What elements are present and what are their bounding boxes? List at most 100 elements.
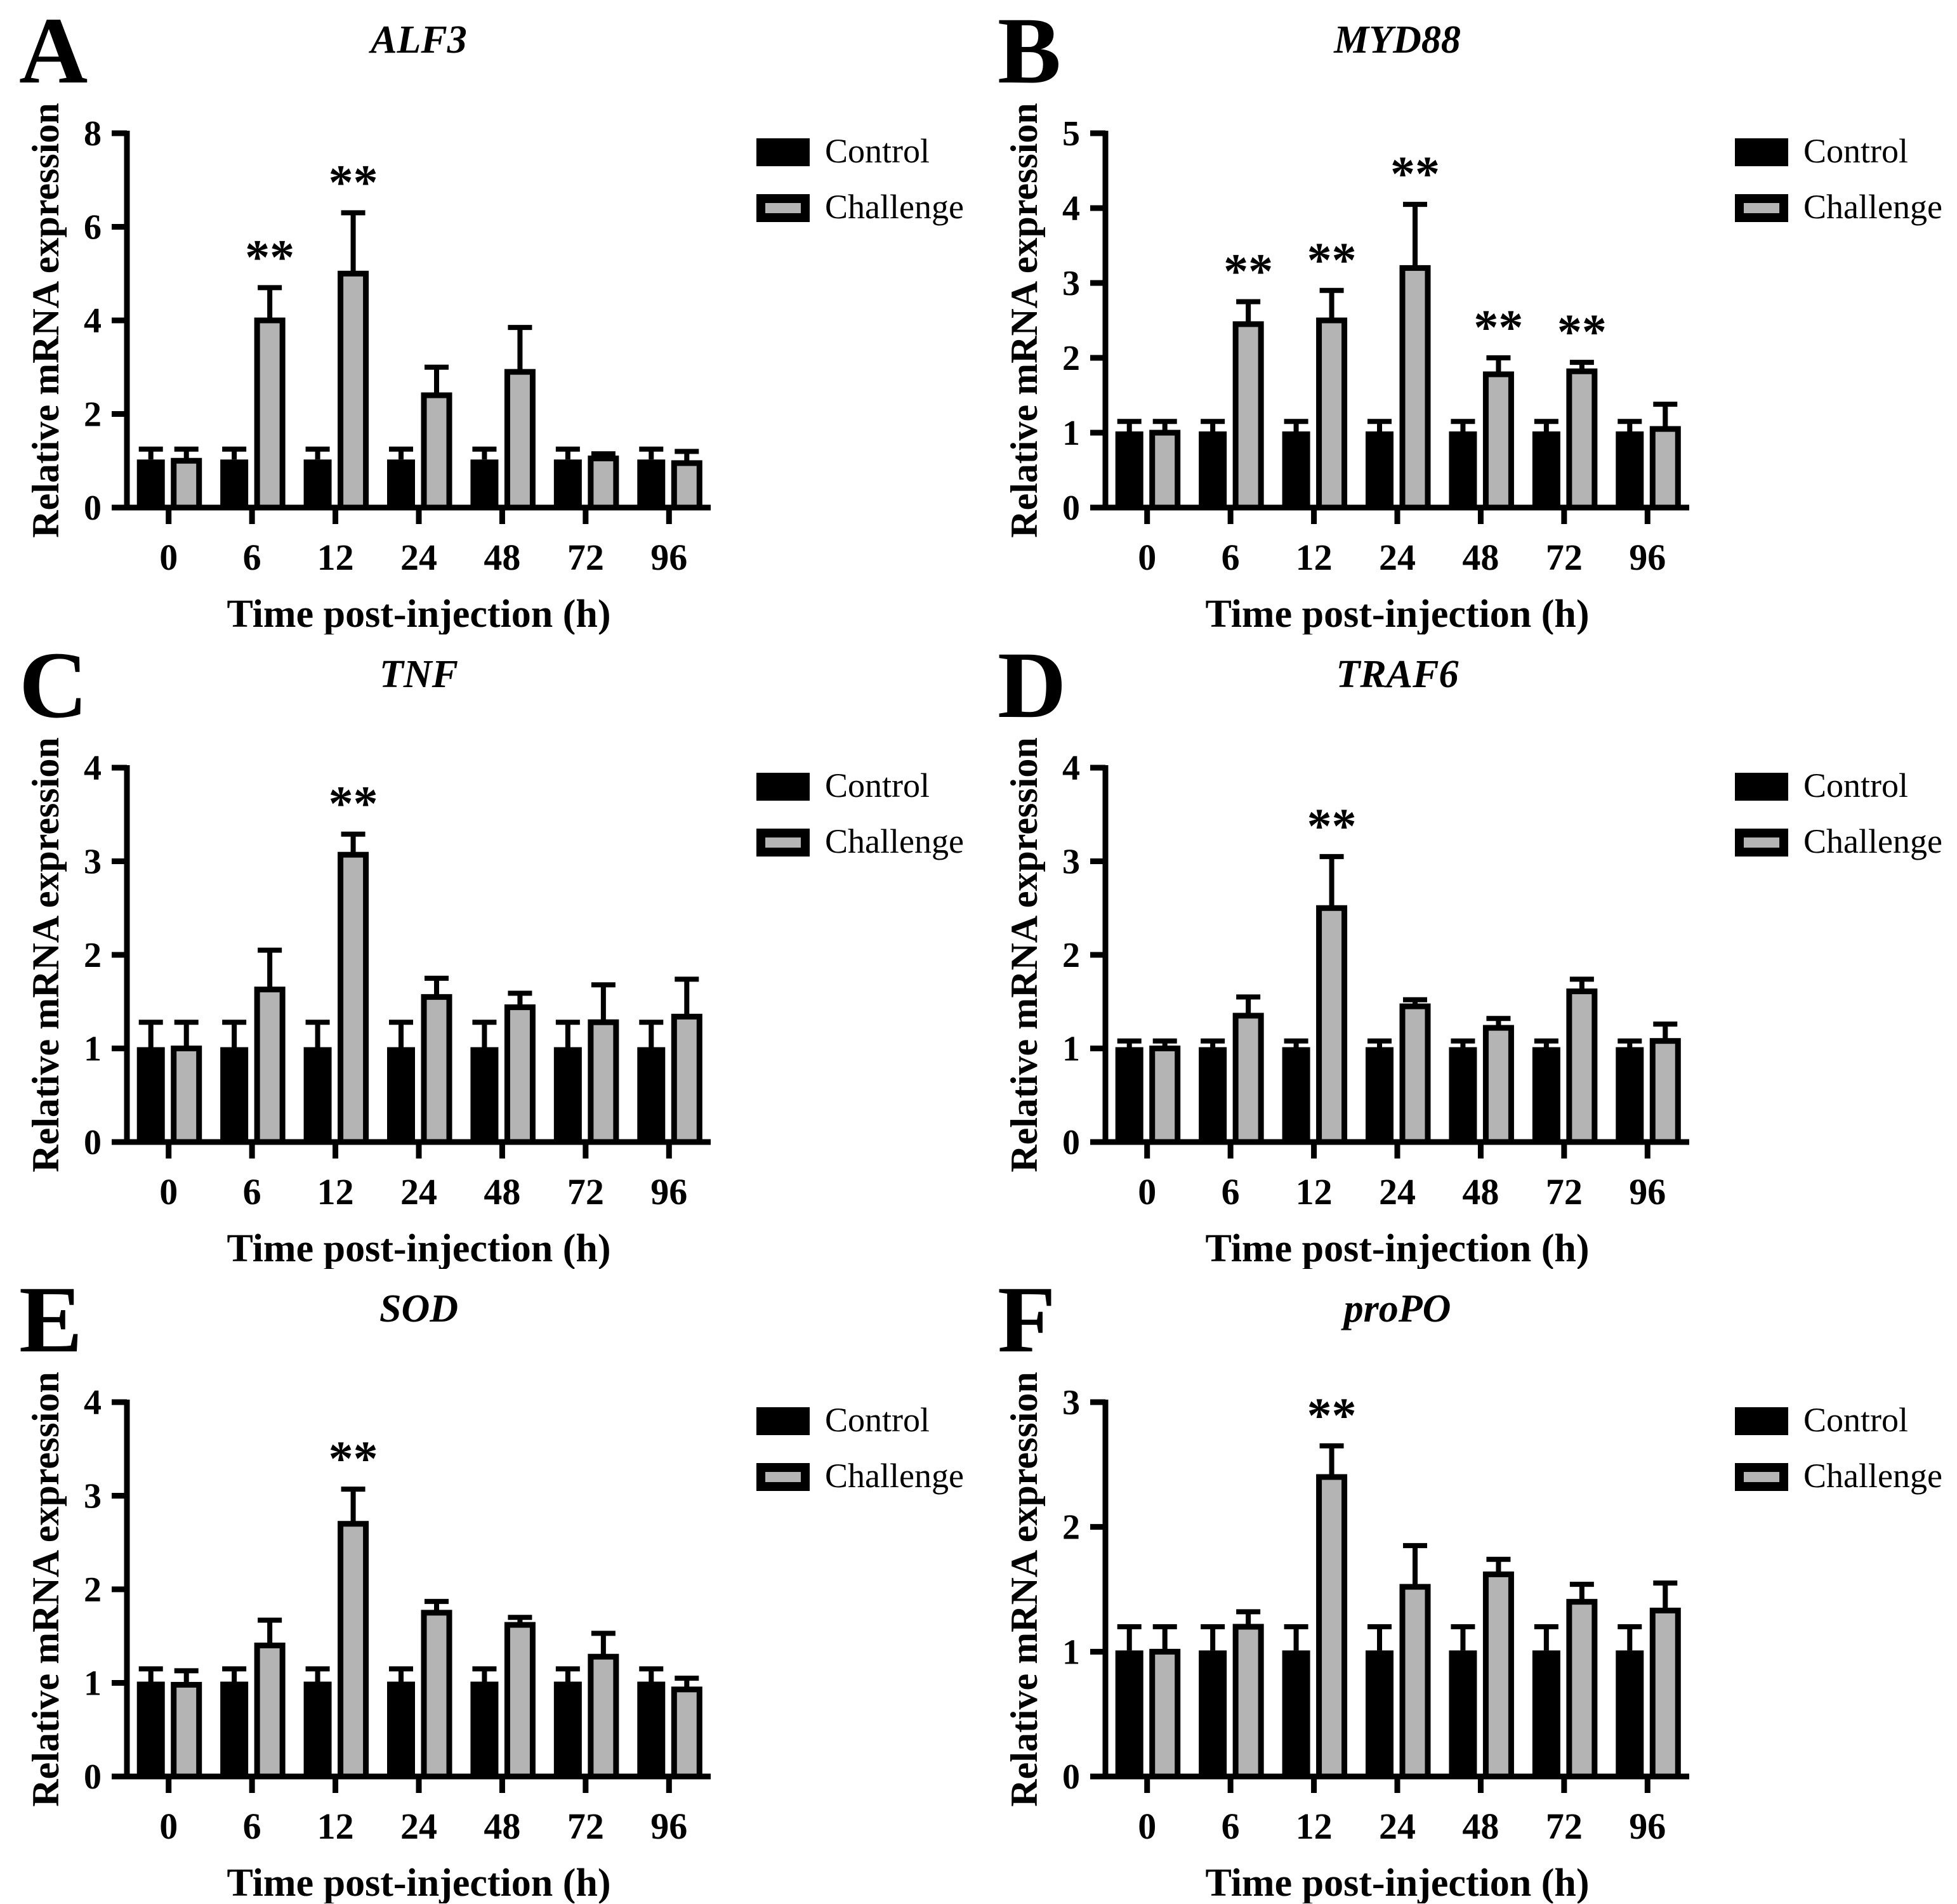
x-tick-label: 12 <box>317 537 354 578</box>
bar-control <box>553 459 582 509</box>
x-tick-label: 0 <box>1138 537 1156 578</box>
bar-challenge <box>1316 317 1348 511</box>
x-tick-label: 72 <box>567 1171 604 1212</box>
x-tick-label: 48 <box>484 1171 520 1212</box>
x-tick-label: 96 <box>1629 1806 1666 1847</box>
bar-challenge <box>504 1622 536 1780</box>
bar-control <box>220 1681 249 1778</box>
bar-challenge <box>1149 430 1181 511</box>
legend-swatch-control <box>1735 1407 1788 1435</box>
legend-swatch-control <box>756 138 810 166</box>
bar-control <box>303 459 332 509</box>
bar-challenge <box>1566 988 1598 1145</box>
bar-control <box>387 1681 415 1778</box>
significance-marker: ** <box>1307 798 1357 853</box>
y-tick-label: 1 <box>1062 1632 1080 1672</box>
x-tick-label: 6 <box>243 1171 261 1212</box>
bar-control <box>220 459 249 509</box>
x-tick-label: 24 <box>400 537 437 578</box>
x-axis-label: Time post-injection (h) <box>1205 593 1589 634</box>
y-tick-label: 0 <box>1062 1123 1080 1162</box>
y-tick-label: 5 <box>1062 114 1080 154</box>
significance-marker: ** <box>245 229 294 284</box>
y-axis-label: Relative mRNA expression <box>25 1372 67 1807</box>
legend-label-control: Control <box>825 132 930 170</box>
significance-marker: ** <box>1307 232 1357 287</box>
bar-challenge <box>171 1681 202 1780</box>
bar-challenge <box>338 270 369 511</box>
y-tick-label: 2 <box>1062 1508 1080 1547</box>
bar-control <box>136 1047 165 1143</box>
bar-challenge <box>1649 426 1681 511</box>
y-tick-label: 0 <box>1062 1757 1080 1797</box>
x-tick-label: 6 <box>243 537 261 578</box>
x-axis-label: Time post-injection (h) <box>1205 1227 1589 1269</box>
significance-marker: ** <box>1557 304 1607 359</box>
bar-challenge <box>1482 1025 1514 1145</box>
panel-title-c: TNF <box>379 653 458 696</box>
y-tick-label: 3 <box>84 1477 102 1516</box>
x-tick-label: 0 <box>159 1171 178 1212</box>
panel-a: A ALF3 0 2 4 6 8 Relative mRNA expression 0 6 **… <box>0 0 978 634</box>
bar-control <box>1366 1650 1394 1778</box>
panel-letter-f: F <box>998 1267 1056 1372</box>
x-tick-label: 96 <box>1629 1171 1666 1212</box>
bar-challenge <box>1649 1038 1681 1145</box>
bar-control <box>1449 1650 1477 1778</box>
bar-challenge <box>338 851 369 1145</box>
panel-b: B MYD88 0 1 2 3 4 5 Relative mRNA expression 0 6… <box>978 0 1957 634</box>
legend-swatch-control <box>1735 138 1788 166</box>
x-tick-label: 12 <box>1296 1171 1333 1212</box>
x-axis-label: Time post-injection (h) <box>227 593 610 634</box>
significance-marker: ** <box>329 776 378 831</box>
y-tick-label: 3 <box>1062 264 1080 303</box>
significance-marker: ** <box>329 154 378 209</box>
legend-swatch-challenge <box>756 194 810 222</box>
bar-challenge <box>1149 1648 1181 1780</box>
y-tick-label: 4 <box>1062 189 1080 228</box>
bar-challenge <box>1399 265 1431 511</box>
bar-challenge <box>1649 1607 1681 1780</box>
x-tick-label: 72 <box>1546 537 1583 578</box>
bar-control <box>303 1681 332 1778</box>
x-tick-label: 24 <box>400 1806 437 1847</box>
legend-label-challenge: Challenge <box>825 822 964 860</box>
y-tick-label: 8 <box>84 114 102 154</box>
significance-marker: ** <box>329 1431 378 1486</box>
x-tick-label: 0 <box>1138 1171 1156 1212</box>
bar-challenge <box>1232 321 1264 511</box>
legend-label-challenge: Challenge <box>1803 822 1942 860</box>
significance-marker: ** <box>1473 299 1523 355</box>
x-tick-label: 96 <box>650 1171 687 1212</box>
bar-challenge <box>671 460 702 511</box>
bar-control <box>470 1047 499 1143</box>
bar-control <box>1532 1650 1560 1778</box>
panel-d: D TRAF6 0 1 2 3 4 Relative mRNA expression 0 6 1… <box>978 634 1957 1269</box>
panel-title-b: MYD88 <box>1334 18 1461 62</box>
bar-challenge <box>1399 1003 1431 1145</box>
bar-challenge <box>671 1013 702 1145</box>
panel-letter-d: D <box>998 633 1067 738</box>
x-tick-label: 0 <box>159 1806 178 1847</box>
y-axis-label: Relative mRNA expression <box>1003 103 1045 538</box>
x-tick-label: 12 <box>317 1806 354 1847</box>
y-tick-label: 2 <box>1062 339 1080 378</box>
bar-control <box>1282 1047 1310 1143</box>
bar-control <box>1366 1047 1394 1143</box>
x-tick-label: 48 <box>1462 1806 1499 1847</box>
y-axis-label: Relative mRNA expression <box>1003 1372 1045 1807</box>
legend-label-control: Control <box>1803 1401 1908 1439</box>
panel-c: C TNF 0 1 2 3 4 Relative mRNA expression 0 6 12 *… <box>0 634 978 1269</box>
bar-challenge <box>1316 1474 1348 1780</box>
bar-control <box>1115 431 1143 509</box>
bar-challenge <box>1566 368 1598 511</box>
bar-challenge <box>1566 1599 1598 1780</box>
legend-swatch-challenge <box>1735 194 1788 222</box>
y-tick-label: 4 <box>1062 749 1080 788</box>
x-tick-label: 6 <box>1222 537 1240 578</box>
y-tick-label: 4 <box>84 1383 102 1422</box>
x-tick-label: 6 <box>1222 1806 1240 1847</box>
bar-control <box>1282 1650 1310 1778</box>
